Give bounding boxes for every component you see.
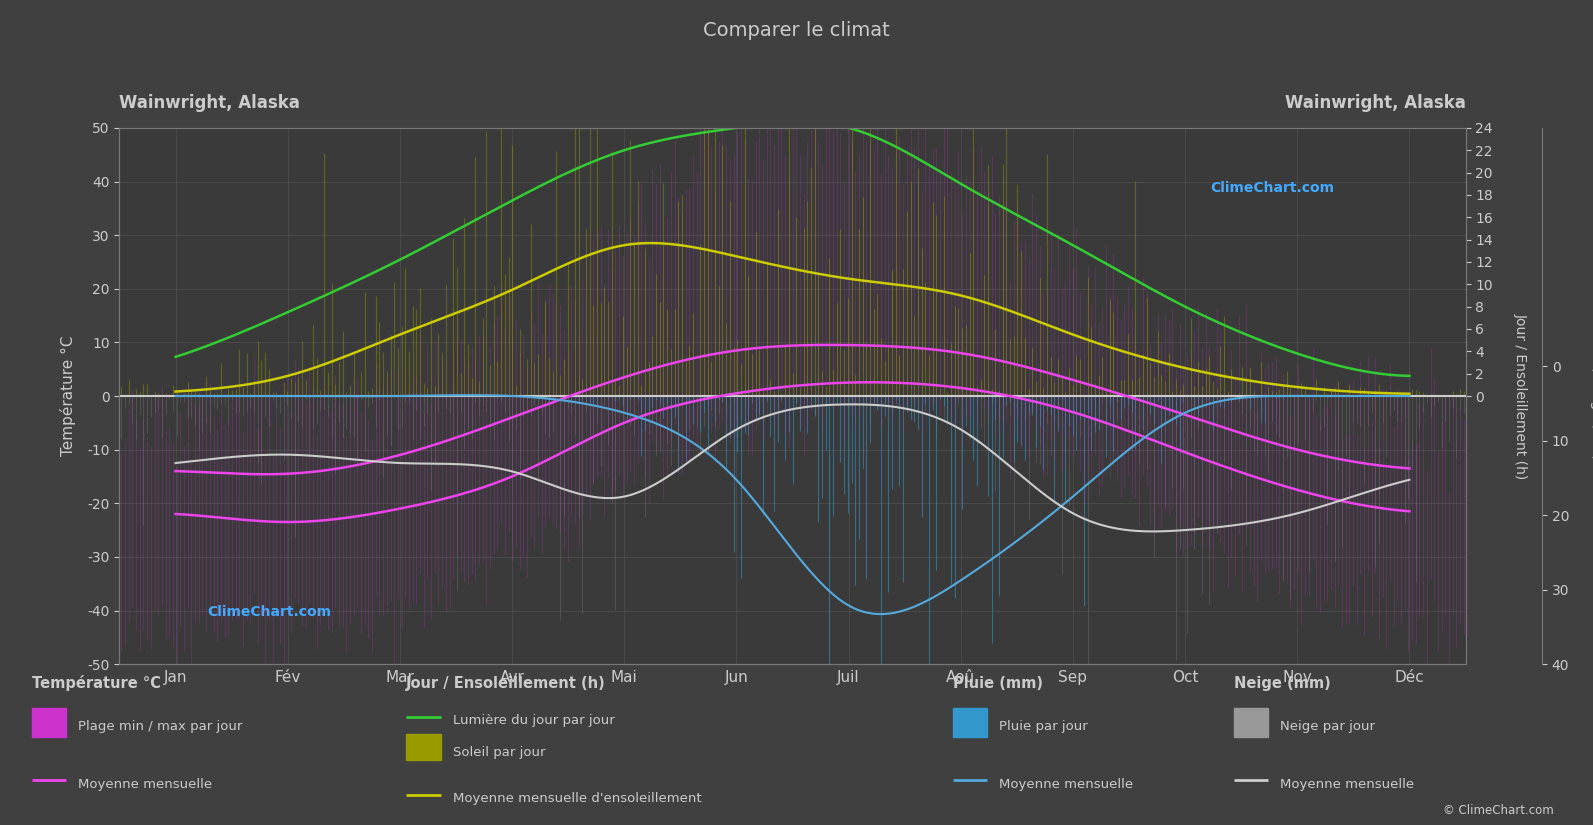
Text: Neige (mm): Neige (mm) <box>1233 676 1330 691</box>
Text: Moyenne mensuelle d'ensoleillement: Moyenne mensuelle d'ensoleillement <box>452 792 701 805</box>
FancyBboxPatch shape <box>953 708 988 738</box>
Text: Wainwright, Alaska: Wainwright, Alaska <box>119 94 301 112</box>
Text: ClimeChart.com: ClimeChart.com <box>1209 182 1333 196</box>
Text: Pluie (mm): Pluie (mm) <box>953 676 1042 691</box>
Y-axis label: Jour / Ensoleillement (h): Jour / Ensoleillement (h) <box>1513 313 1528 479</box>
Text: Soleil par jour: Soleil par jour <box>452 746 545 759</box>
Text: Moyenne mensuelle: Moyenne mensuelle <box>78 778 212 790</box>
Text: © ClimeChart.com: © ClimeChart.com <box>1443 804 1553 817</box>
Text: Température °C: Température °C <box>32 675 161 691</box>
Y-axis label: Pluie / Neige (mm): Pluie / Neige (mm) <box>1590 332 1593 460</box>
Text: Neige par jour: Neige par jour <box>1281 720 1375 733</box>
FancyBboxPatch shape <box>406 734 441 761</box>
Text: Jour / Ensoleillement (h): Jour / Ensoleillement (h) <box>406 676 605 691</box>
Text: Comparer le climat: Comparer le climat <box>703 21 890 40</box>
Text: Moyenne mensuelle: Moyenne mensuelle <box>999 778 1134 790</box>
Y-axis label: Température °C: Température °C <box>61 336 76 456</box>
FancyBboxPatch shape <box>1233 708 1268 738</box>
Text: ClimeChart.com: ClimeChart.com <box>207 605 331 619</box>
Text: Pluie par jour: Pluie par jour <box>999 720 1088 733</box>
FancyBboxPatch shape <box>32 708 65 738</box>
Text: Lumière du jour par jour: Lumière du jour par jour <box>452 714 615 727</box>
Text: Moyenne mensuelle: Moyenne mensuelle <box>1281 778 1415 790</box>
Text: Wainwright, Alaska: Wainwright, Alaska <box>1284 94 1466 112</box>
Text: Plage min / max par jour: Plage min / max par jour <box>78 720 242 733</box>
